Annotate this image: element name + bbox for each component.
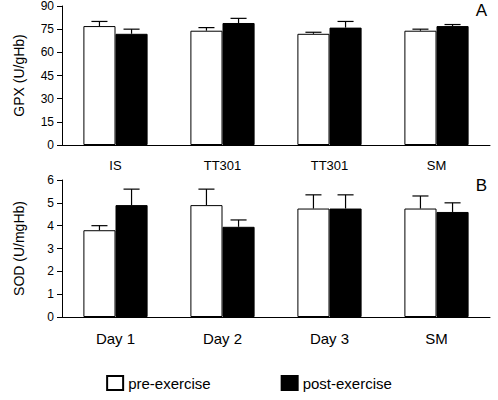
svg-text:TT301: TT301	[311, 158, 349, 173]
svg-text:1: 1	[47, 287, 54, 301]
svg-text:SOD (U/mgHb): SOD (U/mgHb)	[11, 201, 27, 296]
svg-text:Day 1: Day 1	[96, 330, 135, 347]
svg-text:75: 75	[41, 22, 55, 36]
svg-text:45: 45	[41, 69, 55, 83]
svg-text:4: 4	[47, 219, 54, 233]
svg-text:2: 2	[47, 264, 54, 278]
svg-text:GPX (U/gHb): GPX (U/gHb)	[11, 34, 27, 116]
svg-text:SM: SM	[425, 330, 448, 347]
svg-text:TT301: TT301	[204, 158, 242, 173]
svg-text:Day 3: Day 3	[310, 330, 349, 347]
svg-text:15: 15	[41, 115, 55, 129]
svg-text:IS: IS	[109, 158, 122, 173]
svg-text:pre-exercise: pre-exercise	[128, 375, 211, 392]
svg-text:6: 6	[47, 173, 54, 187]
svg-text:5: 5	[47, 196, 54, 210]
svg-text:0: 0	[47, 310, 54, 324]
svg-text:60: 60	[41, 45, 55, 59]
svg-text:Day 2: Day 2	[203, 330, 242, 347]
svg-text:SM: SM	[427, 158, 447, 173]
svg-text:30: 30	[41, 92, 55, 106]
svg-text:post-exercise: post-exercise	[303, 375, 392, 392]
svg-text:A: A	[476, 1, 488, 20]
svg-text:90: 90	[41, 0, 55, 13]
svg-text:B: B	[476, 176, 487, 195]
svg-text:0: 0	[47, 138, 54, 152]
svg-text:3: 3	[47, 242, 54, 256]
